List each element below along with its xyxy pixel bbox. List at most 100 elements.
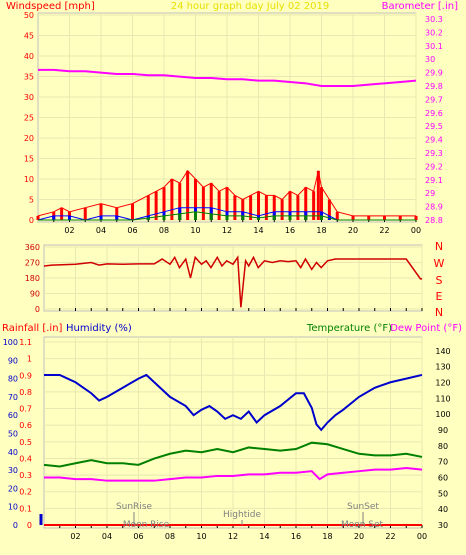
temperature-x-tick-label: 12 (228, 532, 238, 541)
humidity-y-tick-label: 20 (8, 484, 18, 493)
humidity-y-tick-label: 0 (13, 521, 18, 530)
temperature-humidity-panel: 00.10.20.30.40.50.60.70.80.911.101020304… (3, 336, 451, 541)
rainfall-y-tick-label: 0.4 (19, 454, 32, 463)
temperature-y-tick-label: 70 (438, 458, 448, 467)
rainfall-y-tick-label: 0.9 (19, 371, 32, 380)
wind-y-tick-label: 0 (29, 216, 34, 225)
barometer-y-tick-label: 29.5 (425, 122, 443, 131)
sunset-label: SunSet (347, 502, 379, 512)
barometer-y-tick-label: 28.9 (425, 203, 443, 212)
temperature-x-tick-label: 08 (165, 532, 175, 541)
barometer-y-tick-label: 29.2 (425, 162, 443, 171)
humidity-y-tick-label: 80 (8, 375, 18, 384)
temperature-y-tick-label: 80 (438, 442, 448, 451)
dewpoint-axis-label: Dew Point (°F) (390, 323, 462, 334)
temperature-y-tick-label: 40 (438, 505, 448, 514)
temperature-x-tick-label: 22 (385, 532, 395, 541)
wind-barometer-panel: 0 5 10 15 20 25 30 35 40 45 50 28.8 28.9 29 29.1 29.2 29… (24, 11, 443, 235)
direction-y-tick-label: 270 (25, 259, 40, 268)
wind-x-tick-label: 08 (159, 226, 169, 235)
rainfall-y-tick-label: 0.3 (19, 471, 32, 480)
barometer-y-tick-label: 29.6 (425, 109, 443, 118)
humidity-y-tick-label: 50 (8, 430, 18, 439)
temperature-line (43, 441, 423, 468)
rainfall-axis-label: Rainfall [.in] (2, 323, 63, 334)
wind-x-tick-label: 18 (316, 226, 326, 235)
wind-y-tick-label: 40 (24, 52, 34, 61)
compass-label-s: S (436, 274, 443, 287)
wind-speed-series (37, 207, 416, 221)
humidity-y-tick-label: 70 (8, 393, 18, 402)
barometer-y-tick-label: 29.9 (425, 69, 443, 78)
humidity-y-tick-label: 100 (3, 338, 18, 347)
temperature-y-tick-label: 30 (438, 521, 448, 530)
wind-x-tick-label: 14 (253, 226, 263, 235)
humidity-y-tick-label: 30 (8, 466, 18, 475)
temperature-y-tick-label: 130 (435, 363, 450, 372)
wind-average-series (38, 211, 416, 221)
direction-y-tick-label: 180 (25, 274, 40, 283)
temperature-x-tick-label: 06 (133, 532, 143, 541)
barometer-y-tick-label: 30 (425, 55, 435, 64)
direction-y-tick-label: 0 (35, 305, 40, 314)
hightide-label: Hightide (223, 510, 261, 520)
rainfall-y-tick-label: 1 (27, 355, 32, 364)
compass-label-n-bottom: N (435, 306, 443, 319)
barometer-y-tick-label: 29.3 (425, 149, 443, 158)
temperature-y-tick-label: 100 (435, 410, 450, 419)
temperature-x-tick-label: 18 (322, 532, 332, 541)
compass-label-n-top: N (435, 240, 443, 253)
barometer-y-tick-label: 29 (425, 189, 435, 198)
wind-x-tick-label: 00 (411, 226, 421, 235)
temperature-x-tick-label: 02 (70, 532, 80, 541)
compass-label-e: E (436, 290, 443, 303)
wind-x-tick-label: 22 (379, 226, 389, 235)
barometer-y-tick-label: 29.4 (425, 136, 443, 145)
humidity-line (44, 373, 423, 432)
humidity-y-tick-label: 40 (8, 448, 18, 457)
rainfall-y-tick-label: 0.2 (19, 488, 32, 497)
temperature-y-tick-label: 60 (438, 474, 448, 483)
barometer-y-tick-label: 30.1 (425, 42, 443, 51)
moonrise-label: Moon Rise (123, 520, 170, 530)
wind-x-tick-label: 20 (348, 226, 358, 235)
temperature-x-tick-label: 00 (417, 532, 427, 541)
temperature-x-tick-label: 10 (196, 532, 206, 541)
barometer-line (38, 68, 417, 87)
rainfall-y-tick-label: 0.1 (19, 504, 32, 513)
wind-x-tick-label: 12 (222, 226, 232, 235)
wind-y-tick-label: 35 (24, 73, 34, 82)
wind-y-tick-label: 30 (24, 93, 34, 102)
humidity-y-tick-label: 60 (8, 411, 18, 420)
barometer-y-tick-label: 30.3 (425, 15, 443, 24)
rainfall-y-tick-label: 0.7 (19, 405, 32, 414)
temperature-y-tick-label: 110 (435, 394, 450, 403)
humidity-y-tick-label: 10 (8, 503, 18, 512)
barometer-y-tick-label: 29.7 (425, 95, 443, 104)
wind-y-tick-label: 20 (24, 134, 34, 143)
temperature-axis-label: Temperature (°F) (306, 323, 392, 334)
wind-y-tick-label: 25 (24, 114, 34, 123)
barometer-y-tick-label: 30.2 (425, 28, 443, 37)
dewpoint-line (44, 467, 423, 482)
rainfall-y-tick-label: 0.8 (19, 388, 32, 397)
rainfall-y-tick-label: 1.1 (19, 338, 32, 347)
rainfall-y-tick-label: 0.6 (19, 421, 32, 430)
humidity-y-tick-label: 90 (8, 356, 18, 365)
wind-y-tick-label: 50 (24, 11, 34, 20)
temperature-y-tick-label: 120 (435, 379, 450, 388)
direction-y-tick-label: 360 (25, 243, 40, 252)
temperature-y-tick-label: 50 (438, 489, 448, 498)
barometer-y-tick-label: 29.1 (425, 176, 443, 185)
rainfall-y-tick-label: 0.5 (19, 438, 32, 447)
wind-x-tick-label: 06 (127, 226, 137, 235)
wind-x-tick-label: 10 (190, 226, 200, 235)
temperature-y-tick-label: 140 (435, 347, 450, 356)
wind-direction-line (43, 255, 422, 308)
moonset-label: Moon Set (341, 520, 384, 530)
temperature-y-tick-label: 90 (438, 426, 448, 435)
wind-x-tick-label: 02 (64, 226, 74, 235)
wind-y-tick-label: 15 (24, 155, 34, 164)
wind-gust-series (37, 169, 416, 217)
